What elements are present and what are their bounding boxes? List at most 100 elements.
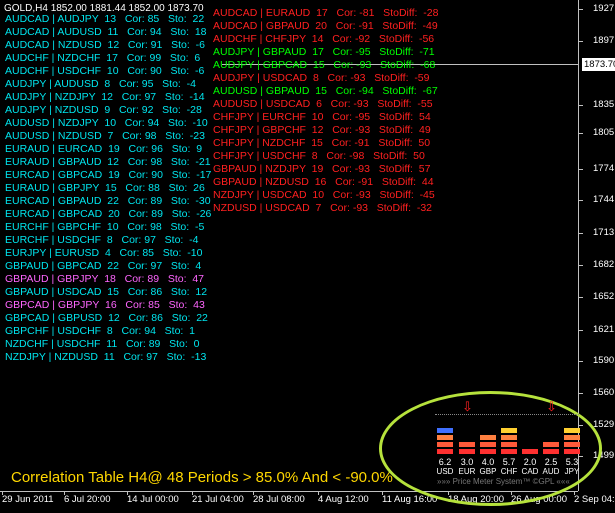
correlation-row: AUDCAD | NZDUSD 12 Cor: 91 Sto: -6 [5, 39, 205, 51]
price-label: 1499.55 [593, 450, 615, 461]
down-arrow-icon: ⇩ [462, 399, 473, 414]
price-meter-bar [564, 428, 580, 433]
price-meter-bar [564, 435, 580, 440]
ohlc-quote: 1852.00 1881.44 1852.00 1873.70 [50, 3, 204, 14]
correlation-row: EURCAD | GBPAUD 22 Cor: 89 Sto: -30 [5, 195, 211, 207]
price-meter-bar [501, 428, 517, 433]
price-meter-bar [501, 435, 517, 440]
price-meter-bar [437, 428, 453, 433]
correlation-row: EURCHF | GBPCHF 10 Cor: 98 Sto: -5 [5, 221, 205, 233]
symbol-label: GOLD,H4 [4, 3, 48, 14]
time-label: 2 Sep 04: [574, 494, 615, 505]
price-tick [578, 169, 583, 170]
correlation-row: EURAUD | EURCAD 19 Cor: 96 Sto: 9 [5, 143, 203, 155]
correlation-row: EURCAD | GBPCAD 20 Cor: 89 Sto: -26 [5, 208, 212, 220]
correlation-row: AUDCAD | AUDUSD 11 Cor: 94 Sto: 18 [5, 26, 207, 38]
price-label: 1774.50 [593, 163, 615, 174]
correlation-row: AUDUSD | NZDUSD 7 Cor: 98 Sto: -23 [5, 130, 205, 142]
price-meter-bar [564, 449, 580, 454]
correlation-row: CHFJPY | GBPCHF 12 Cor: -93 StoDiff: 49 [213, 124, 431, 136]
correlation-row: EURAUD | GBPJPY 15 Cor: 88 Sto: 26 [5, 182, 205, 194]
correlation-row: NZDJPY | USDCAD 10 Cor: -93 StoDiff: -45 [213, 189, 435, 201]
price-label: 1682.85 [593, 259, 615, 270]
price-label: 1897.10 [593, 35, 615, 46]
price-tick [578, 393, 583, 394]
price-label: 1560.35 [593, 387, 615, 398]
correlation-row: AUDUSD | NZDJPY 10 Cor: 94 Sto: -10 [5, 117, 208, 129]
down-arrow-icon: ⇩ [546, 399, 557, 414]
price-tick [578, 361, 583, 362]
correlation-row: EURCHF | USDCHF 8 Cor: 97 Sto: -4 [5, 234, 199, 246]
price-meter-bar [564, 442, 580, 447]
price-tick [578, 200, 583, 201]
price-meter-bar [501, 449, 517, 454]
price-meter-bar [543, 449, 559, 454]
correlation-row: AUDCAD | AUDJPY 13 Cor: 85 Sto: 22 [5, 13, 205, 25]
negative-correlation-list: AUDCAD | EURAUD 17 Cor: -81 StoDiff: -28… [213, 7, 438, 215]
correlation-row: CHFJPY | USDCHF 8 Cor: -98 StoDiff: 50 [213, 150, 425, 162]
time-label: 11 Aug 16:00 [382, 494, 438, 505]
price-meter-value: 6.2 [438, 457, 452, 467]
time-label: 28 Jul 08:00 [253, 494, 305, 505]
time-axis-border [0, 491, 578, 492]
correlation-row: GBPCAD | GBPUSD 12 Cor: 86 Sto: 22 [5, 312, 208, 324]
time-label: 4 Aug 12:00 [318, 494, 369, 505]
price-meter-value: 3.0 [460, 457, 474, 467]
correlation-row: GBPAUD | GBPJPY 18 Cor: 89 Sto: 47 [5, 273, 205, 285]
price-meter-topline [435, 414, 579, 415]
correlation-row: EURJPY | EURUSD 4 Cor: 85 Sto: -10 [5, 247, 203, 259]
price-meter-currency: JPY [564, 467, 580, 476]
correlation-row: AUDUSD | USDCAD 6 Cor: -93 StoDiff: -55 [213, 98, 433, 110]
price-meter-currency: USD [436, 467, 454, 476]
time-tick [192, 491, 193, 495]
price-meter-bar [437, 435, 453, 440]
price-meter-value: 4.0 [481, 457, 495, 467]
current-price-line [222, 64, 578, 65]
price-meter-bar [522, 449, 538, 454]
price-label: 1744.55 [593, 194, 615, 205]
time-tick [253, 491, 254, 495]
correlation-row: AUDJPY | GBPAUD 17 Cor: -95 StoDiff: -71 [213, 46, 435, 58]
correlation-caption: Correlation Table H4@ 48 Periods > 85.0%… [11, 469, 393, 486]
price-label: 1835.40 [593, 99, 615, 110]
time-label: 29 Jun 2011 [2, 494, 54, 505]
chart-header: GOLD,H4 1852.00 1881.44 1852.00 1873.70 [4, 3, 204, 14]
price-label: 1805.35 [593, 127, 615, 138]
correlation-row: AUDCHF | NZDCHF 17 Cor: 99 Sto: 6 [5, 52, 201, 64]
price-meter-bar [480, 442, 496, 447]
price-tick [578, 233, 583, 234]
correlation-row: AUDCAD | GBPAUD 20 Cor: -91 StoDiff: -49 [213, 20, 438, 32]
correlation-row: NZDCHF | USDCHF 11 Cor: 89 Sto: 0 [5, 338, 200, 350]
time-label: 14 Jul 00:00 [127, 494, 179, 505]
price-meter-bar [501, 442, 517, 447]
price-meter-bar [543, 442, 559, 447]
price-meter-value: 2.5 [544, 457, 558, 467]
time-label: 21 Jul 04:00 [192, 494, 244, 505]
correlation-row: GBPAUD | NZDUSD 16 Cor: -91 StoDiff: 44 [213, 176, 434, 188]
price-meter-bar [437, 449, 453, 454]
price-meter-bar [480, 435, 496, 440]
price-meter-currency: CAD [521, 467, 539, 476]
price-meter-value: 5.7 [502, 457, 516, 467]
correlation-row: EURAUD | GBPAUD 12 Cor: 98 Sto: -21 [5, 156, 211, 168]
correlation-row: AUDJPY | AUDUSD 8 Cor: 95 Sto: -4 [5, 78, 197, 90]
price-tick [578, 330, 583, 331]
price-tick [578, 265, 583, 266]
correlation-row: CHFJPY | EURCHF 10 Cor: -95 StoDiff: 54 [213, 111, 431, 123]
correlation-row: AUDJPY | USDCAD 8 Cor: -93 StoDiff: -59 [213, 72, 430, 84]
price-meter-currency: AUD [542, 467, 560, 476]
price-label: 1529.50 [593, 419, 615, 430]
correlation-row: GBPAUD | NZDJPY 19 Cor: -93 StoDiff: 57 [213, 163, 431, 175]
price-label: 1621.15 [593, 324, 615, 335]
price-meter-bar [437, 442, 453, 447]
price-tick [578, 297, 583, 298]
price-meter-value: 2.0 [523, 457, 537, 467]
price-meter-currency: EUR [458, 467, 476, 476]
price-tick [578, 105, 583, 106]
price-label: 1927.95 [593, 3, 615, 14]
price-meter-bar [459, 442, 475, 447]
correlation-row: AUDCHF | CHFJPY 14 Cor: -92 StoDiff: -56 [213, 33, 435, 45]
price-meter-value: 5.3 [565, 457, 579, 467]
current-price-marker: 1873.70 [582, 58, 615, 71]
